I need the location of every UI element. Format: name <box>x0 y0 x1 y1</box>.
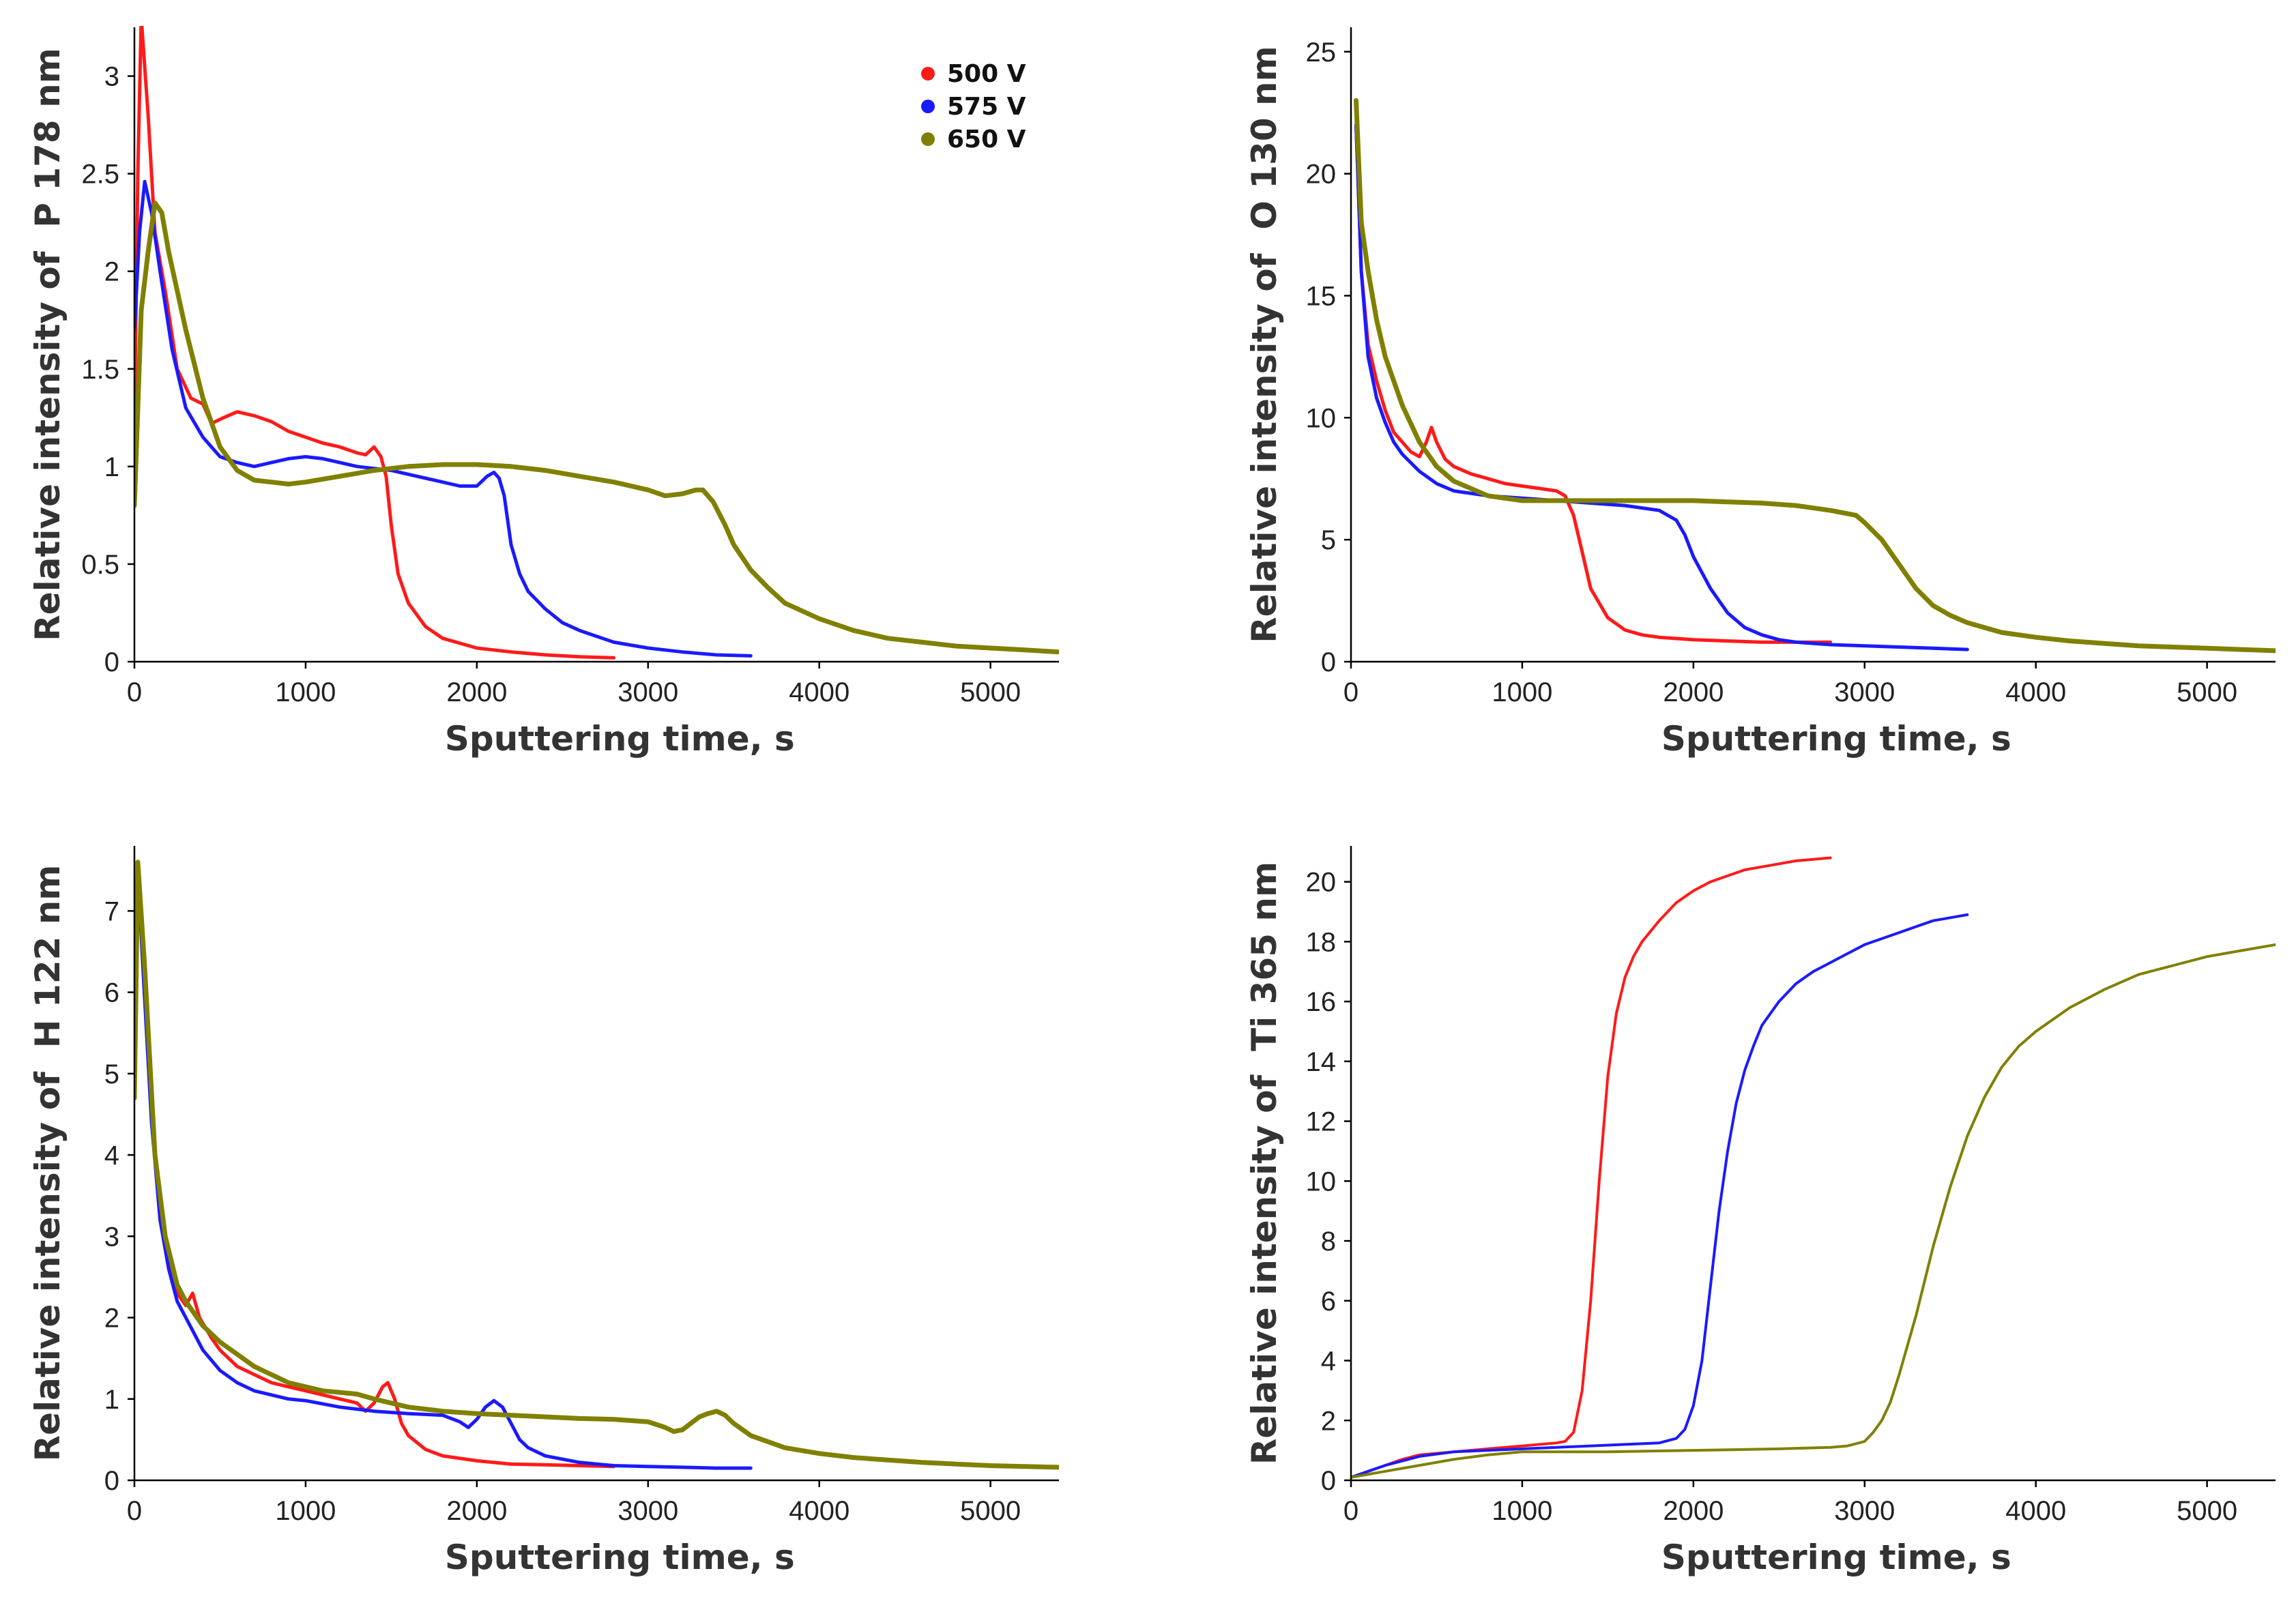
series-line-500-v <box>134 26 616 660</box>
x-tick-label: 3000 <box>1834 1496 1895 1526</box>
y-tick-label: 14 <box>1306 1047 1337 1077</box>
y-axis-title: Relative intensity of H 122 nm <box>28 865 68 1462</box>
y-tick-label: 20 <box>1306 868 1337 898</box>
x-tick-label: 3000 <box>617 677 678 707</box>
y-tick-label: 0 <box>1321 647 1336 677</box>
legend-marker <box>921 67 935 80</box>
legend-label: 500 V <box>947 60 1026 88</box>
x-tick-label: 4000 <box>2005 1496 2066 1526</box>
series-line-500-v <box>1354 123 1833 644</box>
chart-panel-2: 0 1000 2000 3000 4000 5000 0 5 10 15 20 25 Sputterin… <box>1245 27 2276 759</box>
x-tick-label: 1000 <box>1492 1496 1552 1526</box>
y-tick-label: 2 <box>104 257 119 287</box>
x-tick-label: 0 <box>127 677 142 707</box>
series-line-650-v <box>1351 943 2276 1479</box>
x-axis-title: Sputtering time, s <box>1661 719 2011 759</box>
x-tick-label: 2000 <box>446 677 507 707</box>
series-line-650-v <box>134 860 1059 1470</box>
y-tick-label: 5 <box>1321 525 1336 555</box>
legend: 500 V 575 V 650 V <box>921 60 1026 153</box>
x-tick-label: 2000 <box>1663 1496 1724 1526</box>
x-tick-label: 5000 <box>2177 1496 2237 1526</box>
x-tick-label: 4000 <box>789 677 849 707</box>
series-group <box>134 26 1059 660</box>
y-tick-label: 18 <box>1306 927 1337 957</box>
x-tick-label: 4000 <box>789 1496 849 1526</box>
series-line-650-v <box>1354 98 2276 654</box>
y-tick-label: 0 <box>1321 1466 1336 1496</box>
x-tick-label: 3000 <box>617 1496 678 1526</box>
chart-panel-3: 0 1000 2000 3000 4000 5000 0 1 2 3 4 5 6 7 Sputtering … <box>28 846 1059 1577</box>
legend-marker <box>921 132 935 146</box>
y-tick-label: 4 <box>104 1141 119 1171</box>
y-tick-label: 2 <box>1321 1406 1336 1436</box>
y-axis-title: Relative intensity of Ti 365 nm <box>1245 862 1284 1465</box>
x-tick-label: 3000 <box>1834 677 1895 707</box>
y-tick-label: 25 <box>1306 38 1337 68</box>
x-axis-title: Sputtering time, s <box>445 1538 795 1577</box>
chart-panel-1: 0 1000 2000 3000 4000 5000 0 0.5 1 1.5 2 2.5 3 Sputte… <box>28 26 1059 759</box>
y-tick-label: 0.5 <box>81 550 119 580</box>
x-tick-label: 5000 <box>2177 677 2237 707</box>
x-tick-label: 2000 <box>446 1496 507 1526</box>
y-tick-label: 6 <box>1321 1287 1336 1317</box>
x-axis-title: Sputtering time, s <box>445 719 795 759</box>
x-tick-label: 0 <box>127 1496 142 1526</box>
y-tick-label: 5 <box>104 1059 119 1089</box>
y-axis-title: Relative intensity of P 178 nm <box>28 48 68 641</box>
x-tick-label: 4000 <box>2005 677 2066 707</box>
series-line-575-v <box>1351 913 1969 1479</box>
y-axis-title: Relative intensity of O 130 nm <box>1245 46 1284 643</box>
y-tick-label: 1.5 <box>81 355 119 385</box>
y-tick-label: 3 <box>104 1222 119 1252</box>
y-tick-label: 16 <box>1306 987 1337 1017</box>
x-tick-label: 5000 <box>960 677 1021 707</box>
x-tick-label: 0 <box>1343 677 1358 707</box>
y-tick-label: 15 <box>1306 281 1337 311</box>
y-tick-label: 7 <box>104 896 119 926</box>
x-tick-label: 1000 <box>275 1496 336 1526</box>
y-tick-label: 1 <box>104 452 119 482</box>
legend-label: 575 V <box>947 93 1026 121</box>
y-tick-label: 4 <box>1321 1347 1336 1377</box>
charts-root: 0 1000 2000 3000 4000 500000.511.522.53Sputte… <box>28 26 2276 1577</box>
x-tick-label: 5000 <box>960 1496 1021 1526</box>
y-tick-label: 12 <box>1306 1107 1337 1137</box>
y-tick-label: 0 <box>104 647 119 677</box>
chart-panel-4: 0 1000 2000 3000 4000 5000 0 2 4 6 8 10 12 14 16 18 20 Sp… <box>1245 846 2276 1577</box>
x-axis-title: Sputtering time, s <box>1661 1538 2011 1577</box>
series-line-575-v <box>134 868 753 1470</box>
x-tick-label: 2000 <box>1663 677 1724 707</box>
series-line-575-v <box>1354 123 1969 651</box>
legend-marker <box>921 100 935 113</box>
y-tick-label: 20 <box>1306 160 1337 190</box>
series-group <box>134 860 1059 1470</box>
legend-label: 650 V <box>947 126 1026 153</box>
y-tick-label: 3 <box>104 62 119 92</box>
y-tick-label: 10 <box>1306 403 1337 433</box>
x-tick-label: 1000 <box>275 677 336 707</box>
x-tick-label: 1000 <box>1492 677 1552 707</box>
series-group <box>1351 856 2276 1479</box>
y-tick-label: 2.5 <box>81 160 119 190</box>
x-tick-label: 0 <box>1343 1496 1358 1526</box>
series-group <box>1354 98 2276 654</box>
y-tick-label: 0 <box>104 1466 119 1496</box>
y-tick-label: 2 <box>104 1304 119 1334</box>
y-tick-label: 8 <box>1321 1227 1336 1257</box>
y-tick-label: 10 <box>1306 1167 1337 1197</box>
series-line-650-v <box>134 201 1059 655</box>
series-line-575-v <box>134 179 753 658</box>
y-tick-label: 1 <box>104 1385 119 1415</box>
y-tick-label: 6 <box>104 978 119 1008</box>
